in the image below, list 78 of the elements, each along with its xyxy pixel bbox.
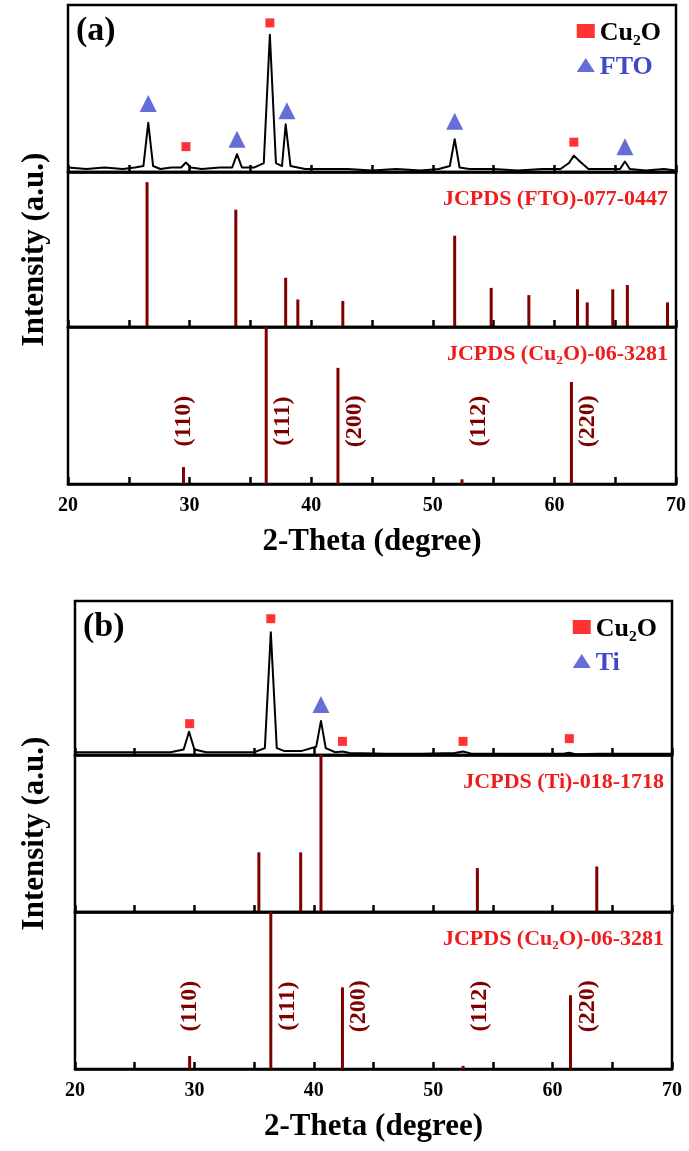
annotation: (111) [268, 396, 295, 446]
bar [340, 987, 344, 1069]
point [181, 142, 191, 152]
x-tick-label: 50 [422, 493, 443, 515]
x-tick-label: 20 [58, 493, 78, 515]
x-tick-label: 20 [65, 1078, 85, 1100]
annotation: (220) [573, 395, 600, 448]
annotation: JCPDS (Ti)-018-1718 [463, 767, 665, 793]
x-tick-label: 30 [184, 1078, 205, 1100]
bar [611, 289, 615, 327]
legend-label: Cu₂O [599, 16, 662, 46]
annotation: (220) [572, 980, 599, 1033]
bar [585, 302, 589, 327]
point [616, 138, 634, 156]
legend-label: FTO [599, 50, 653, 80]
annotation: (112) [465, 980, 492, 1032]
point [458, 736, 468, 746]
bar [461, 1065, 465, 1069]
point [228, 130, 246, 148]
annotation: (200) [339, 395, 366, 448]
y-axis-title: Intensity (a.u.) [14, 152, 50, 347]
bar [296, 299, 300, 327]
bar [188, 1055, 192, 1069]
annotation: (200) [344, 980, 371, 1033]
point [278, 102, 296, 120]
annotation: (110) [168, 395, 195, 447]
annotation: JCPDS (Cu₂O)-06-3281 [442, 924, 665, 950]
x-tick-label: 60 [542, 1078, 563, 1100]
bar [269, 912, 273, 1069]
x-tick-label: 40 [301, 493, 322, 515]
bar [475, 868, 479, 912]
bar [595, 866, 599, 912]
bar [182, 467, 186, 484]
point [185, 719, 195, 729]
annotation: (a) [76, 9, 116, 48]
bar [341, 300, 345, 327]
bar [460, 479, 464, 484]
point [569, 137, 579, 147]
bar [489, 287, 493, 327]
point [139, 94, 157, 112]
bar [319, 755, 323, 912]
bar [569, 995, 573, 1069]
bar [453, 235, 457, 327]
x-tick-label: 70 [662, 1078, 682, 1100]
point [266, 614, 276, 624]
annotation: JCPDS (Cu₂O)-06-3281 [446, 339, 669, 365]
point [265, 18, 275, 28]
bar [576, 289, 579, 327]
annotation: (b) [83, 605, 125, 644]
point [337, 736, 347, 746]
bar [625, 284, 629, 327]
y-axis-title: Intensity (a.u.) [14, 736, 50, 931]
annotation: JCPDS (FTO)-077-0447 [442, 184, 669, 210]
bar [264, 327, 268, 484]
annotation: (110) [174, 980, 201, 1032]
bar [665, 302, 669, 327]
point [564, 734, 574, 744]
x-tick-label: 40 [303, 1078, 324, 1100]
bar [569, 381, 573, 484]
x-tick-label: 60 [544, 493, 565, 515]
bar [234, 209, 238, 327]
annotation: (111) [272, 981, 299, 1031]
bar [527, 295, 531, 327]
point [312, 696, 330, 714]
bar [145, 182, 149, 327]
point [446, 112, 464, 130]
x-tick-label: 30 [179, 493, 200, 515]
bar [336, 367, 340, 484]
bar [299, 852, 303, 912]
bar [257, 852, 261, 912]
bar [284, 277, 288, 327]
legend-label: Cu₂O [595, 612, 658, 642]
x-tick-label: 70 [666, 493, 686, 515]
x-axis-title: 2-Theta (degree) [264, 1107, 483, 1142]
annotation: (112) [463, 395, 490, 447]
legend-label: Ti [595, 646, 620, 676]
x-axis-title: 2-Theta (degree) [262, 522, 482, 557]
x-tick-label: 50 [423, 1078, 444, 1100]
